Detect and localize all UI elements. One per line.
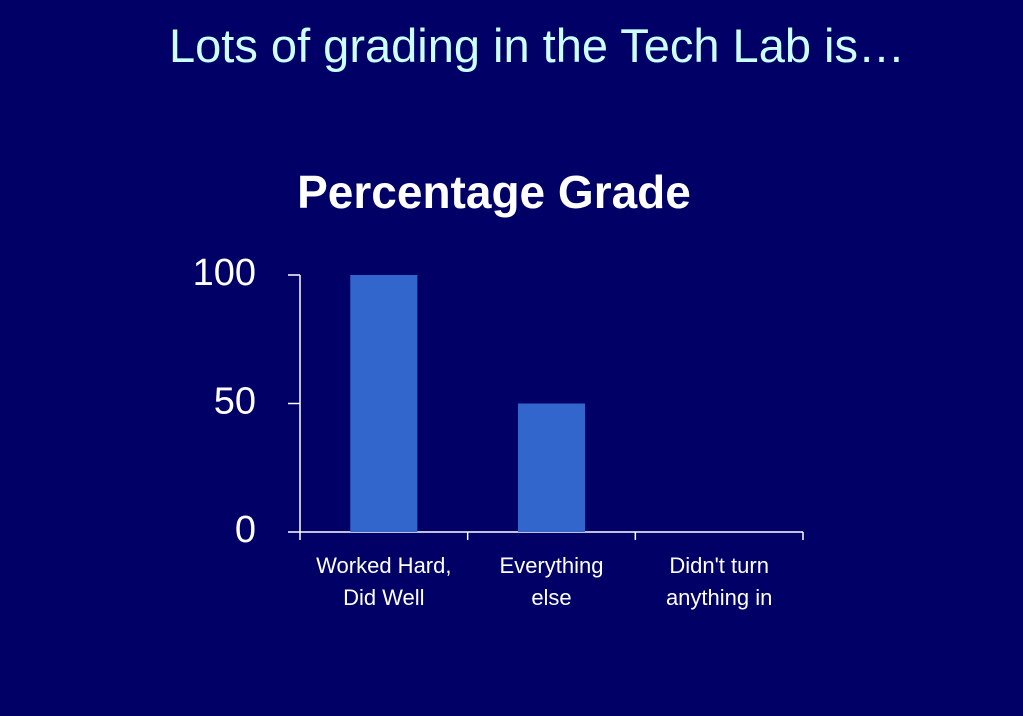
slide-title: Lots of grading in the Tech Lab is… xyxy=(169,19,905,72)
x-tick-label: Worked Hard, Did Well xyxy=(316,553,452,610)
bar xyxy=(517,403,586,532)
y-tick-label: 50 xyxy=(214,381,256,423)
chart-title: Percentage Grade xyxy=(297,166,691,218)
y-tick-label: 100 xyxy=(193,252,256,294)
x-tick-label: Everything else xyxy=(499,553,604,610)
x-tick-label: Didn't turn anything in xyxy=(665,553,773,610)
y-tick-label: 0 xyxy=(235,509,256,551)
bar xyxy=(350,275,418,532)
